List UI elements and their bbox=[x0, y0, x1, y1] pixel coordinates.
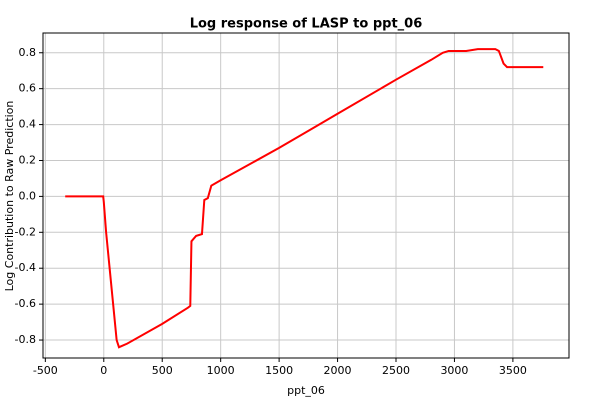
x-tick-label: 1000 bbox=[207, 364, 235, 377]
y-tick-label: 0.0 bbox=[19, 189, 37, 202]
y-tick-label: 0.4 bbox=[19, 118, 37, 131]
x-tick-label: 1500 bbox=[265, 364, 293, 377]
y-tick-label: 0.8 bbox=[19, 46, 37, 59]
y-tick-label: -0.8 bbox=[15, 333, 36, 346]
x-tick-label: 500 bbox=[152, 364, 173, 377]
y-tick-label: 0.6 bbox=[19, 82, 37, 95]
y-tick-label: -0.4 bbox=[15, 261, 36, 274]
plot-frame bbox=[42, 32, 570, 359]
y-tick-label: -0.2 bbox=[15, 225, 36, 238]
x-tick-label: 2500 bbox=[382, 364, 410, 377]
x-tick-label: 3000 bbox=[440, 364, 468, 377]
line bbox=[65, 48, 544, 349]
y-tick-label: -0.6 bbox=[15, 297, 36, 310]
x-tick-label: 3500 bbox=[499, 364, 527, 377]
x-tick-label: 0 bbox=[100, 364, 107, 377]
y-tick-label: 0.2 bbox=[19, 153, 37, 166]
x-tick-label: -500 bbox=[33, 364, 58, 377]
chart-title: Log response of LASP to ppt_06 bbox=[190, 17, 423, 32]
x-axis-label: ppt_06 bbox=[287, 384, 325, 397]
y-axis-label: Log Contribution to Raw Prediction bbox=[3, 101, 16, 292]
x-tick-label: 2000 bbox=[324, 364, 352, 377]
plot-area bbox=[43, 33, 569, 358]
